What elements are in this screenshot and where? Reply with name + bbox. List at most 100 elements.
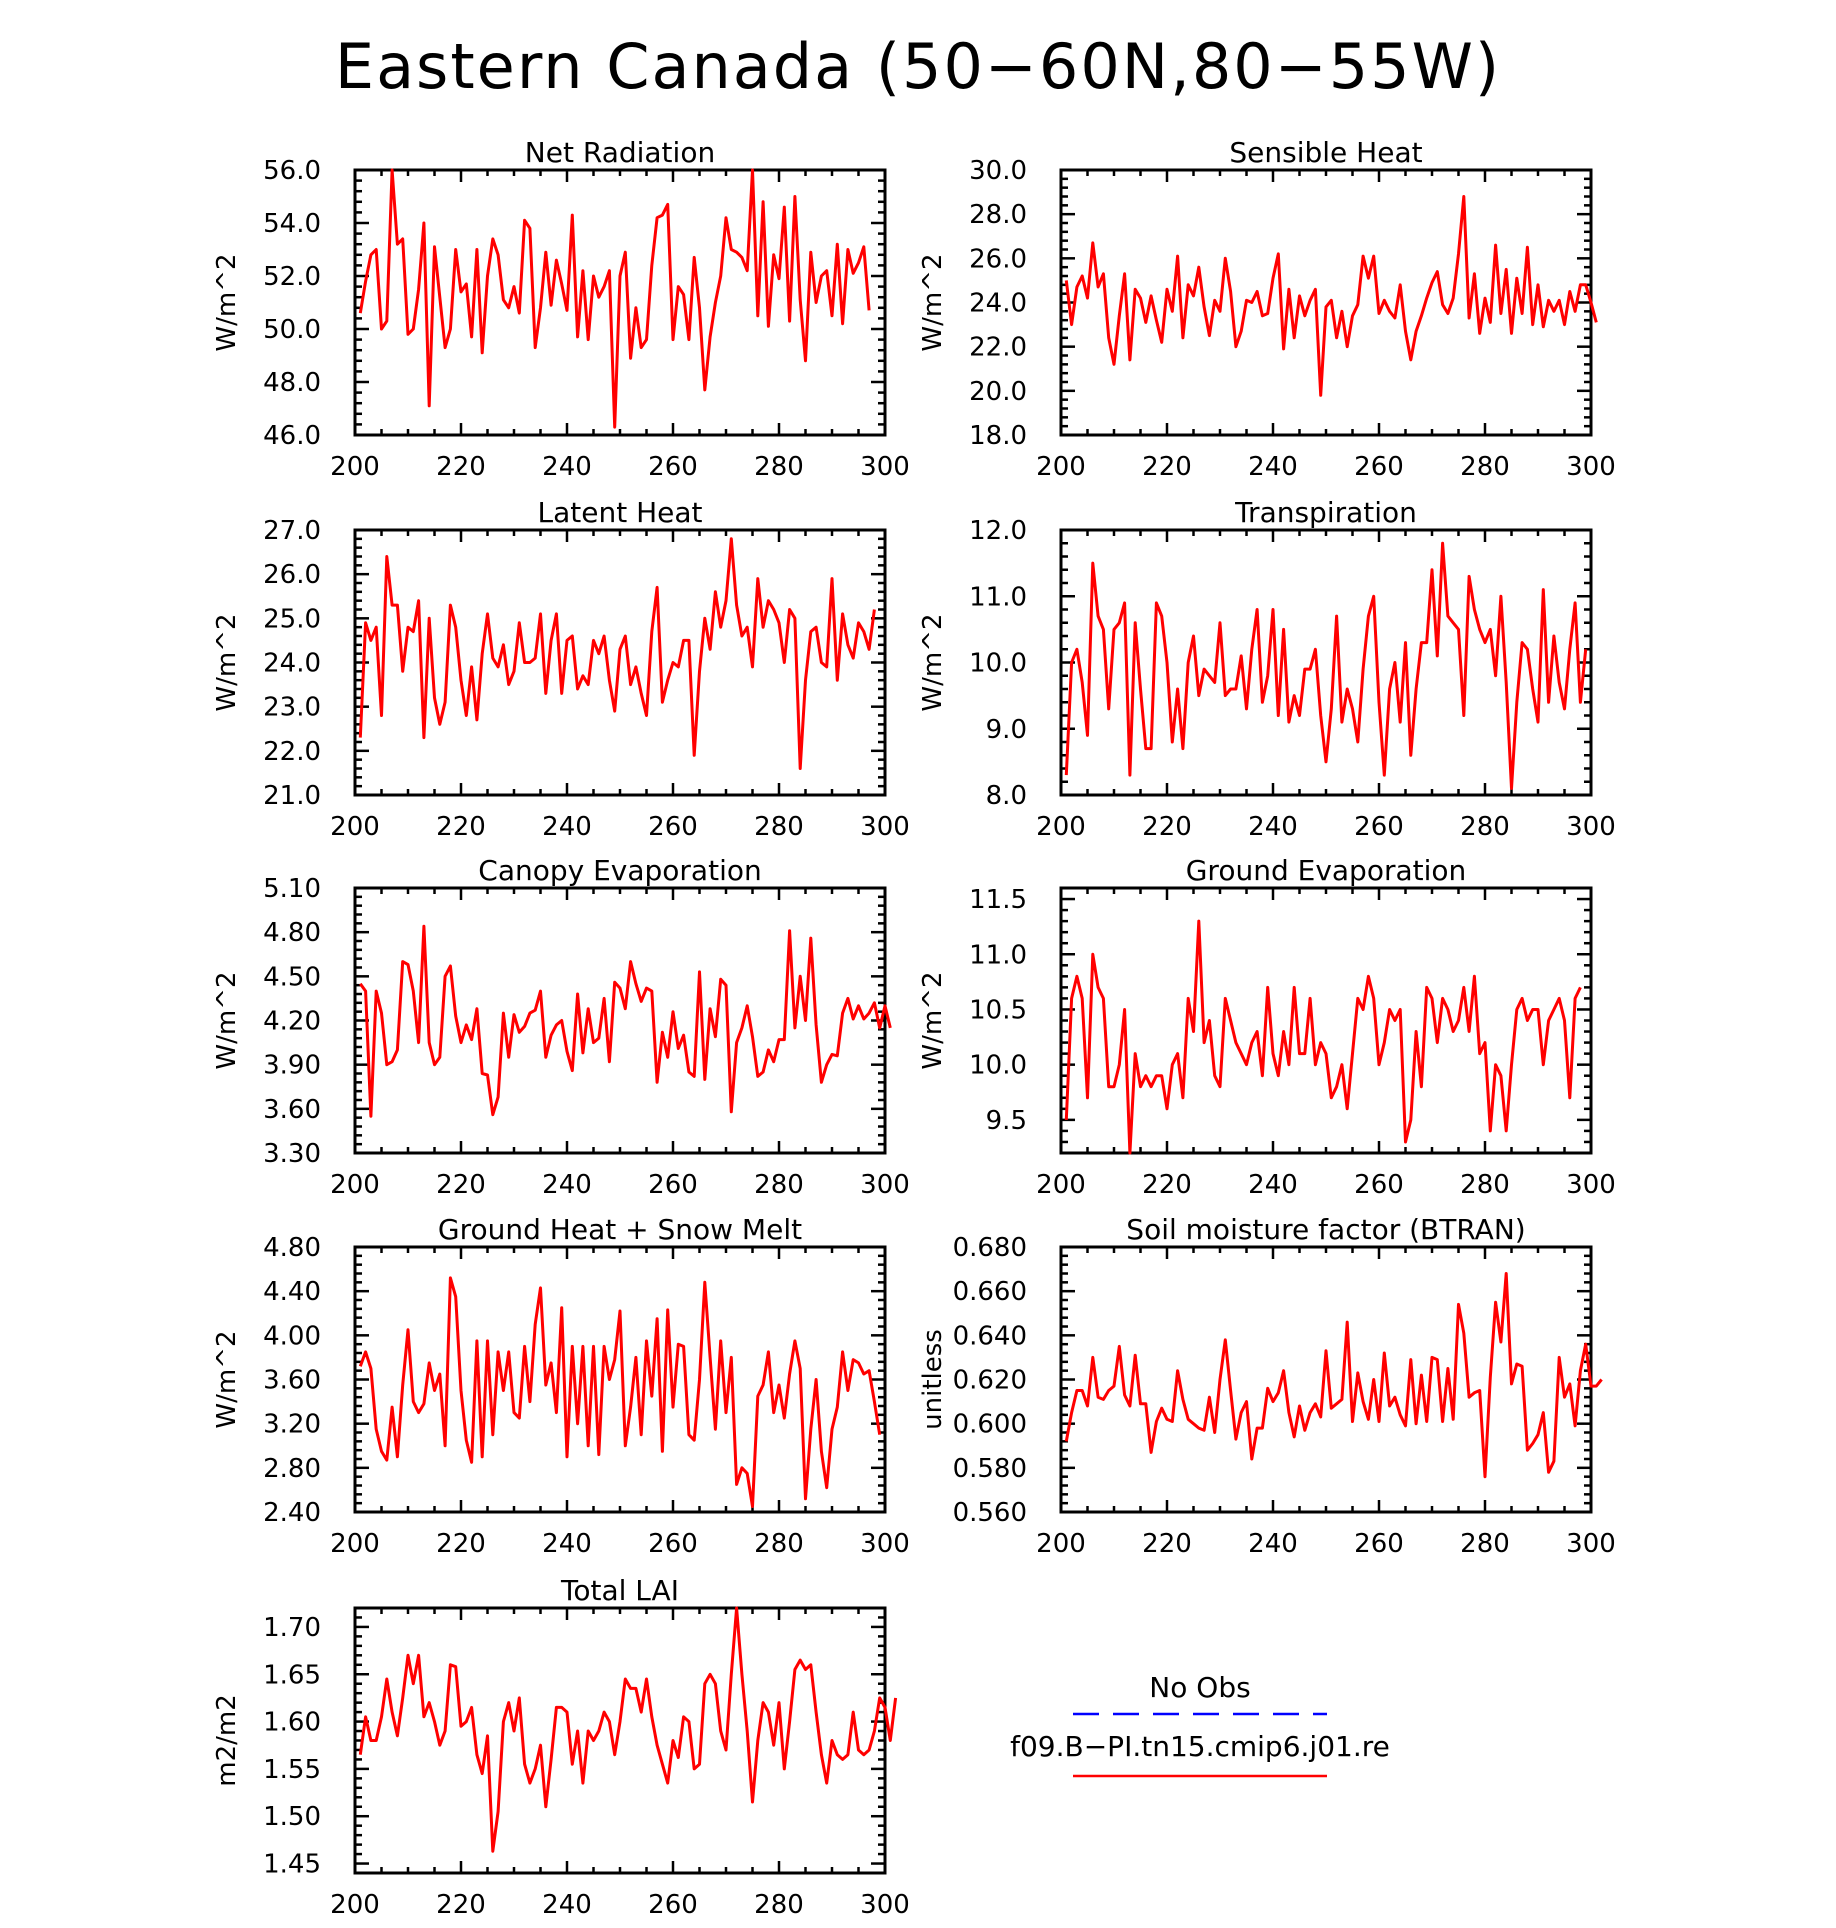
x-tick-label: 220 bbox=[436, 452, 486, 482]
data-series-line bbox=[1064, 919, 1582, 1155]
panel-2: Sensible Heat 200 220 240 260 280 300 18.0 20.0 2… bbox=[918, 136, 1616, 482]
y-tick-label: 20.0 bbox=[969, 377, 1027, 407]
x-tick-label: 300 bbox=[1566, 452, 1616, 482]
panel-9: Total LAI 200 220 240 260 280 300 1.45 1.50 1.55 1… bbox=[212, 1574, 910, 1920]
x-tick-label: 220 bbox=[436, 1529, 486, 1559]
y-axis-label: W/m^2 bbox=[212, 971, 242, 1069]
plot-frame bbox=[1059, 886, 1593, 1155]
y-tick-label: 52.0 bbox=[263, 262, 321, 292]
x-tick-label: 300 bbox=[860, 1529, 910, 1559]
data-series-line bbox=[358, 537, 876, 770]
y-tick-label: 10.5 bbox=[969, 995, 1027, 1025]
y-tick-label: 21.0 bbox=[263, 781, 321, 811]
y-axis-label: W/m^2 bbox=[212, 253, 242, 351]
y-tick-label: 50.0 bbox=[263, 315, 321, 345]
y-tick-label: 1.60 bbox=[263, 1708, 321, 1738]
data-series-line bbox=[1064, 1272, 1603, 1479]
panel-title: Transpiration bbox=[1234, 496, 1417, 529]
y-tick-label: 1.65 bbox=[263, 1660, 321, 1690]
x-tick-label: 200 bbox=[1036, 452, 1086, 482]
y-tick-label: 24.0 bbox=[263, 649, 321, 679]
x-tick-label: 200 bbox=[330, 1170, 380, 1200]
panel-1: Net Radiation 200 220 240 260 280 300 46.0 48.0 5… bbox=[212, 136, 910, 482]
y-tick-label: 28.0 bbox=[969, 200, 1027, 230]
x-tick-label: 240 bbox=[1248, 1529, 1298, 1559]
y-tick-label: 3.60 bbox=[263, 1095, 321, 1125]
x-tick-label: 260 bbox=[648, 812, 698, 842]
y-tick-label: 8.0 bbox=[986, 781, 1027, 811]
x-tick-label: 300 bbox=[860, 812, 910, 842]
panel-8: Soil moisture factor (BTRAN) 200 220 240 260… bbox=[918, 1213, 1616, 1559]
panel-title: Ground Heat + Snow Melt bbox=[438, 1213, 802, 1246]
plot-frame bbox=[353, 1606, 887, 1875]
x-tick-label: 260 bbox=[1354, 812, 1404, 842]
y-tick-label: 56.0 bbox=[263, 156, 321, 186]
x-tick-label: 260 bbox=[648, 1170, 698, 1200]
x-tick-label: 300 bbox=[860, 1890, 910, 1920]
y-tick-label: 9.0 bbox=[986, 715, 1027, 745]
y-tick-label: 4.50 bbox=[263, 962, 321, 992]
y-axis-label: W/m^2 bbox=[212, 1330, 242, 1428]
x-tick-label: 300 bbox=[860, 452, 910, 482]
panel-title: Soil moisture factor (BTRAN) bbox=[1126, 1213, 1525, 1246]
y-tick-label: 9.5 bbox=[986, 1106, 1027, 1136]
x-tick-label: 200 bbox=[330, 452, 380, 482]
y-tick-label: 10.0 bbox=[969, 649, 1027, 679]
x-tick-label: 200 bbox=[330, 812, 380, 842]
data-series-line bbox=[359, 924, 892, 1118]
y-tick-label: 3.30 bbox=[263, 1139, 321, 1169]
panel-title: Canopy Evaporation bbox=[478, 854, 761, 887]
y-axis-label: W/m^2 bbox=[918, 971, 948, 1069]
y-tick-label: 5.10 bbox=[263, 874, 321, 904]
x-tick-label: 300 bbox=[1566, 812, 1616, 842]
y-tick-label: 22.0 bbox=[263, 737, 321, 767]
y-tick-label: 11.0 bbox=[969, 582, 1027, 612]
figure-title: Eastern Canada (50−60N,80−55W) bbox=[335, 30, 1501, 103]
x-tick-label: 260 bbox=[648, 452, 698, 482]
x-tick-label: 220 bbox=[1142, 812, 1192, 842]
x-tick-label: 200 bbox=[330, 1529, 380, 1559]
x-tick-label: 240 bbox=[542, 1170, 592, 1200]
x-tick-label: 280 bbox=[1460, 1529, 1510, 1559]
data-series-line bbox=[358, 1606, 898, 1853]
x-tick-label: 280 bbox=[1460, 452, 1510, 482]
x-tick-label: 260 bbox=[648, 1529, 698, 1559]
y-tick-label: 1.70 bbox=[263, 1613, 321, 1643]
x-tick-label: 220 bbox=[436, 1890, 486, 1920]
legend-model-label: f09.B−PI.tn15.cmip6.j01.re bbox=[1010, 1730, 1390, 1763]
y-tick-label: 48.0 bbox=[263, 368, 321, 398]
x-tick-label: 240 bbox=[542, 1529, 592, 1559]
y-tick-label: 24.0 bbox=[969, 289, 1027, 319]
y-tick-label: 46.0 bbox=[263, 421, 321, 451]
y-axis-label: W/m^2 bbox=[918, 613, 948, 711]
y-tick-label: 4.80 bbox=[263, 1233, 321, 1263]
y-tick-label: 2.80 bbox=[263, 1454, 321, 1484]
y-tick-label: 4.00 bbox=[263, 1321, 321, 1351]
x-tick-label: 280 bbox=[754, 1529, 804, 1559]
x-tick-label: 280 bbox=[754, 812, 804, 842]
x-tick-label: 220 bbox=[1142, 1170, 1192, 1200]
y-tick-label: 4.80 bbox=[263, 918, 321, 948]
y-tick-label: 12.0 bbox=[969, 516, 1027, 546]
y-tick-label: 23.0 bbox=[263, 693, 321, 723]
y-tick-label: 22.0 bbox=[969, 333, 1027, 363]
x-tick-label: 300 bbox=[1566, 1529, 1616, 1559]
x-tick-label: 200 bbox=[330, 1890, 380, 1920]
panel-3: Latent Heat 200 220 240 260 280 300 21.0 22.0 23.… bbox=[212, 496, 910, 842]
y-axis-label: W/m^2 bbox=[212, 613, 242, 711]
data-series-line bbox=[1064, 541, 1588, 790]
y-tick-label: 1.55 bbox=[263, 1755, 321, 1785]
y-tick-label: 3.60 bbox=[263, 1366, 321, 1396]
x-tick-label: 240 bbox=[542, 452, 592, 482]
x-tick-label: 260 bbox=[1354, 1170, 1404, 1200]
y-tick-label: 18.0 bbox=[969, 421, 1027, 451]
y-tick-label: 1.45 bbox=[263, 1850, 321, 1880]
x-tick-label: 300 bbox=[860, 1170, 910, 1200]
x-tick-label: 200 bbox=[1036, 1170, 1086, 1200]
x-tick-label: 300 bbox=[1566, 1170, 1616, 1200]
panel-6: Ground Evaporation 200 220 240 260 280 300 9.5 1… bbox=[918, 854, 1616, 1200]
y-tick-label: 30.0 bbox=[969, 156, 1027, 186]
x-tick-label: 220 bbox=[1142, 1529, 1192, 1559]
y-tick-label: 11.5 bbox=[969, 885, 1027, 915]
